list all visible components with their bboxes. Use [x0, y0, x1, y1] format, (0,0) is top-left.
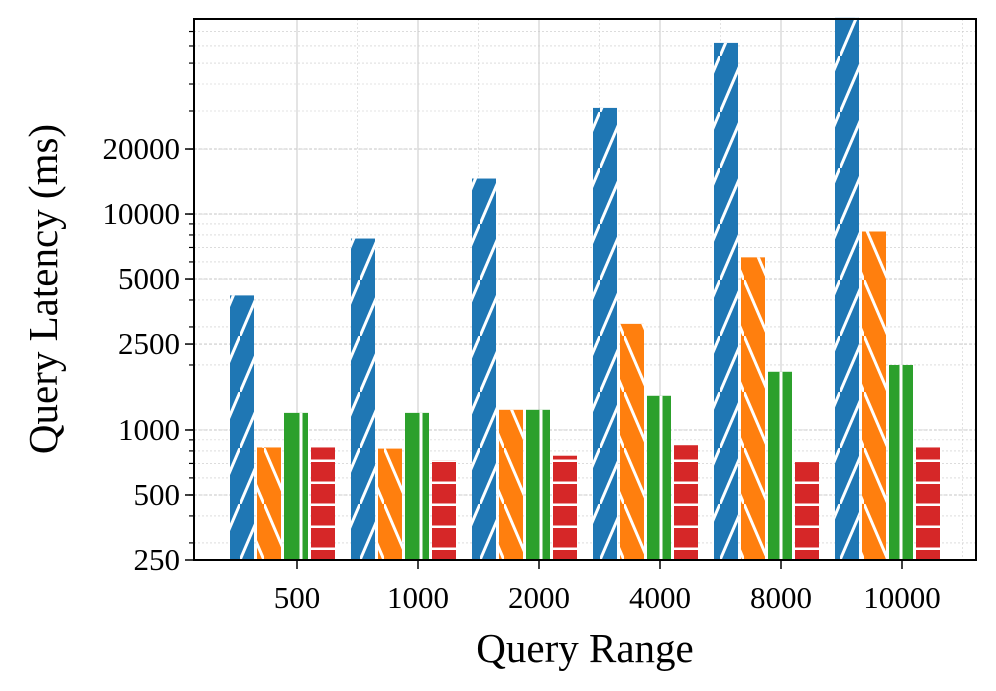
y-tick-label: 20000 — [103, 131, 181, 166]
y-tick-label: 1000 — [118, 412, 180, 447]
bar-hatch — [620, 323, 644, 560]
bar-hatch — [351, 238, 375, 560]
x-tick-label: 10000 — [863, 580, 941, 615]
bar-hatch — [311, 447, 335, 560]
bar-hatch — [768, 371, 792, 560]
bar-hatch — [916, 447, 940, 560]
bar-hatch — [257, 447, 281, 560]
bar-hatch — [553, 455, 577, 560]
bars — [230, 17, 940, 561]
ticks: 250 500 1000 2500 5000 10000 20000 500 1000 2000 4… — [103, 30, 941, 615]
bar-hatch — [889, 364, 913, 560]
y-axis-title: Query Latency (ms) — [20, 124, 66, 454]
bar-hatch — [472, 178, 496, 561]
bar-hatch — [378, 448, 402, 560]
bar-hatch — [741, 257, 765, 560]
y-tick-label: 10000 — [103, 196, 181, 231]
bar-hatch — [230, 295, 254, 560]
y-tick-label: 5000 — [118, 261, 180, 296]
bar-hatch — [405, 412, 429, 560]
bar-hatch — [862, 231, 886, 560]
bar-hatch — [432, 460, 456, 560]
bar-hatch — [674, 445, 698, 560]
bar-hatch — [835, 17, 859, 561]
bar-hatch — [593, 107, 617, 560]
bar-hatch — [647, 395, 671, 560]
y-tick-label: 2500 — [118, 326, 180, 361]
x-tick-label: 4000 — [629, 580, 691, 615]
bar-hatch — [795, 462, 819, 560]
y-tick-label: 250 — [134, 542, 181, 577]
x-tick-label: 500 — [274, 580, 321, 615]
y-tick-label: 500 — [134, 477, 181, 512]
bar-hatch — [714, 42, 738, 560]
plot-frame — [193, 18, 977, 561]
x-tick-label: 1000 — [387, 580, 449, 615]
bar-hatch — [284, 412, 308, 560]
bar-hatch — [499, 409, 523, 560]
x-axis-title: Query Range — [476, 625, 693, 671]
x-tick-label: 2000 — [508, 580, 570, 615]
bar-hatch — [526, 409, 550, 560]
x-tick-label: 8000 — [750, 580, 812, 615]
